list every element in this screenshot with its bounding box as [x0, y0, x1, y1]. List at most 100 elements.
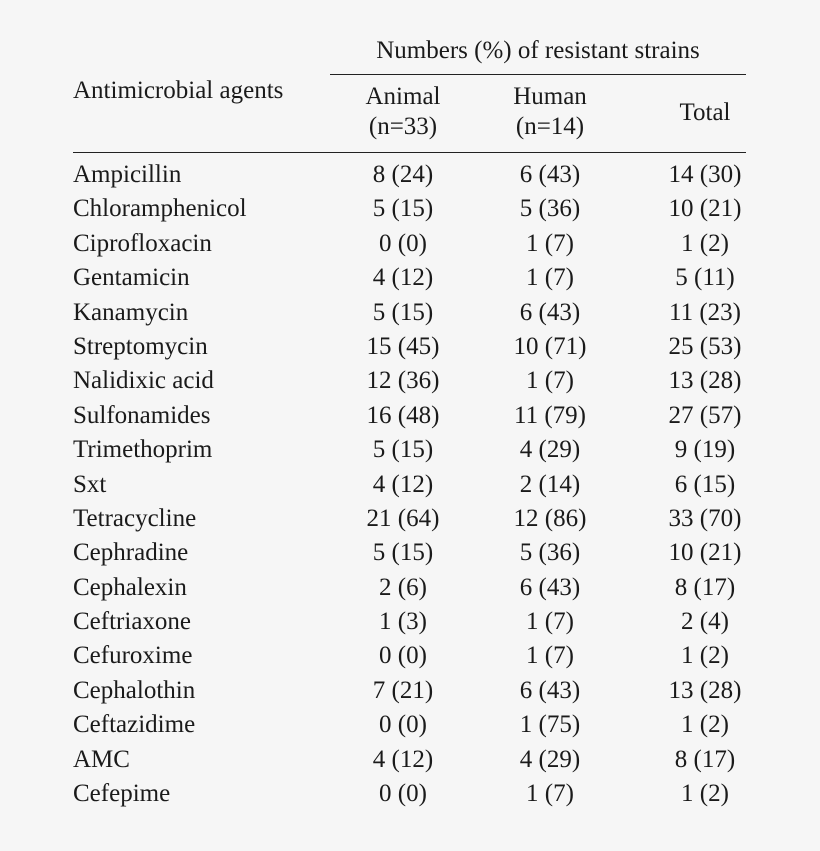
agent-cell: Streptomycin: [73, 332, 208, 360]
human-cell: 4 (29): [519, 436, 581, 464]
human-cell: 6 (43): [519, 161, 581, 188]
table-row: AMC 4 (12) 4 (29) 8 (17): [0, 743, 820, 777]
total-cell: 14 (30): [668, 161, 742, 188]
agent-cell: Trimethoprim: [73, 436, 213, 464]
animal-cell: 4 (12): [372, 470, 434, 498]
total-cell: 13 (28): [668, 676, 742, 704]
human-cell: 11 (79): [514, 401, 586, 429]
total-cell: 1 (2): [681, 780, 729, 808]
animal-cell: 8 (24): [372, 161, 434, 188]
human-cell: 1 (7): [526, 642, 574, 670]
agent-cell: Ampicillin: [73, 161, 182, 188]
animal-cell: 5 (15): [372, 436, 434, 464]
animal-cell: 5 (15): [372, 298, 434, 326]
table-row: Trimethoprim 5 (15) 4 (29) 9 (19): [0, 433, 820, 467]
human-column-header: Human (n=14): [493, 82, 607, 142]
agent-cell: Ciprofloxacin: [73, 229, 212, 257]
animal-cell: 5 (15): [372, 195, 434, 223]
total-cell: 8 (17): [674, 573, 736, 601]
table-row: Kanamycin 5 (15) 6 (43) 11 (23): [0, 296, 820, 330]
animal-cell: 0 (0): [379, 711, 427, 739]
table-row: Chloramphenicol 5 (15) 5 (36) 10 (21): [0, 192, 820, 226]
agent-cell: Nalidixic acid: [73, 367, 214, 395]
human-cell: 6 (43): [519, 298, 581, 326]
group-header-rule: [330, 74, 746, 75]
animal-cell: 0 (0): [379, 780, 427, 808]
table-row: Nalidixic acid 12 (36) 1 (7) 13 (28): [0, 364, 820, 398]
total-cell: 25 (53): [668, 332, 742, 360]
total-column-header: Total: [679, 99, 731, 126]
animal-cell: 21 (64): [366, 504, 440, 532]
table-row: Ampicillin 8 (24) 6 (43) 14 (30): [0, 158, 820, 192]
total-cell: 33 (70): [668, 504, 742, 532]
animal-header-label: Animal: [365, 83, 441, 110]
header-bottom-rule: [73, 152, 746, 153]
agent-cell: AMC: [73, 745, 130, 773]
total-cell: 6 (15): [674, 470, 736, 498]
human-cell: 4 (29): [519, 745, 581, 773]
animal-cell: 0 (0): [379, 642, 427, 670]
table-row: Ceftazidime 0 (0) 1 (75) 1 (2): [0, 708, 820, 742]
total-cell: 1 (2): [681, 711, 729, 739]
table-row: Streptomycin 15 (45) 10 (71) 25 (53): [0, 330, 820, 364]
agent-cell: Gentamicin: [73, 264, 190, 292]
total-cell: 5 (11): [675, 264, 735, 292]
table-row: Ceftriaxone 1 (3) 1 (7) 2 (4): [0, 605, 820, 639]
animal-column-header: Animal (n=33): [346, 82, 460, 142]
human-cell: 1 (7): [526, 608, 574, 636]
human-cell: 5 (36): [519, 195, 581, 223]
animal-cell: 7 (21): [372, 676, 434, 704]
animal-cell: 12 (36): [366, 367, 440, 395]
human-cell: 12 (86): [513, 504, 587, 532]
total-cell: 13 (28): [668, 367, 742, 395]
animal-header-count: (n=33): [368, 113, 438, 140]
human-cell: 5 (36): [519, 539, 581, 567]
total-cell: 1 (2): [681, 642, 729, 670]
total-cell: 10 (21): [668, 195, 742, 223]
human-cell: 6 (43): [519, 573, 581, 601]
total-cell: 11 (23): [669, 298, 741, 326]
agent-cell: Cephradine: [73, 539, 189, 567]
table-row: Cephalexin 2 (6) 6 (43) 8 (17): [0, 571, 820, 605]
agent-cell: Cefuroxime: [73, 642, 193, 670]
table-body: Ampicillin 8 (24) 6 (43) 14 (30) Chloramphen…: [0, 158, 820, 811]
table-row: Tetracycline 21 (64) 12 (86) 33 (70): [0, 502, 820, 536]
agent-cell: Tetracycline: [73, 504, 197, 532]
human-header-label: Human: [513, 83, 587, 110]
agent-cell: Cephalothin: [73, 676, 196, 704]
animal-cell: 4 (12): [372, 745, 434, 773]
total-cell: 27 (57): [668, 401, 742, 429]
table-row: Gentamicin 4 (12) 1 (7) 5 (11): [0, 261, 820, 295]
human-cell: 10 (71): [513, 332, 587, 360]
table-row: Sulfonamides 16 (48) 11 (79) 27 (57): [0, 399, 820, 433]
animal-cell: 0 (0): [379, 229, 427, 257]
animal-cell: 1 (3): [379, 608, 427, 636]
group-header: Numbers (%) of resistant strains: [376, 37, 700, 64]
human-cell: 1 (75): [519, 711, 581, 739]
table-row: Cephradine 5 (15) 5 (36) 10 (21): [0, 536, 820, 570]
table-row: Sxt 4 (12) 2 (14) 6 (15): [0, 468, 820, 502]
table-row: Cefepime 0 (0) 1 (7) 1 (2): [0, 777, 820, 811]
agent-cell: Cephalexin: [73, 573, 187, 601]
animal-cell: 5 (15): [372, 539, 434, 567]
animal-cell: 15 (45): [366, 332, 440, 360]
human-cell: 1 (7): [526, 229, 574, 257]
agent-cell: Sxt: [73, 470, 107, 498]
animal-cell: 16 (48): [366, 401, 440, 429]
total-cell: 2 (4): [681, 608, 729, 636]
agent-column-header: Antimicrobial agents: [73, 77, 284, 104]
table-row: Cefuroxime 0 (0) 1 (7) 1 (2): [0, 639, 820, 673]
agent-cell: Cefepime: [73, 780, 171, 808]
agent-cell: Sulfonamides: [73, 401, 211, 429]
human-header-count: (n=14): [515, 113, 585, 140]
human-cell: 1 (7): [526, 367, 574, 395]
table-row: Cephalothin 7 (21) 6 (43) 13 (28): [0, 674, 820, 708]
table-row: Ciprofloxacin 0 (0) 1 (7) 1 (2): [0, 227, 820, 261]
animal-cell: 2 (6): [379, 573, 427, 601]
total-cell: 9 (19): [674, 436, 736, 464]
human-cell: 1 (7): [526, 780, 574, 808]
total-cell: 1 (2): [681, 229, 729, 257]
total-cell: 8 (17): [674, 745, 736, 773]
human-cell: 1 (7): [526, 264, 574, 292]
